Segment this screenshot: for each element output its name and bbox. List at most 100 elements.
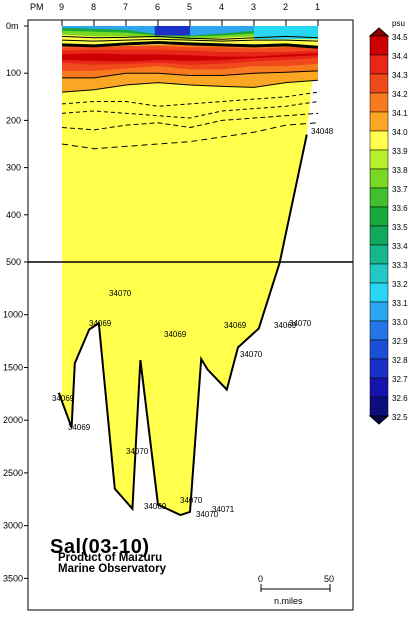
colorbar-swatch [369,320,389,341]
colorbar-swatch [369,130,389,151]
colorbar-swatch [369,35,389,56]
contour-line [61,101,319,119]
colorbar-label: 33.6 [392,204,408,213]
colorbar-label: 34.4 [392,52,408,61]
credit-line-1: Product of Maizuru [58,552,163,564]
station-label: 1 [315,2,320,12]
colorbar-label: 34.3 [392,71,408,80]
scale-bar-end: 50 [324,574,334,584]
depth-label: 1000 [3,310,23,320]
colorbar-swatch [369,396,389,417]
colorbar-unit: psu [392,19,405,28]
salinity-section [58,26,319,516]
colorbar-bottom-arrow [368,415,390,425]
depth-label: 2500 [3,468,23,478]
value-label: 34069 [164,330,187,339]
value-label: 34069 [224,321,247,330]
station-axis: 9 8 7 6 5 4 3 2 1 [59,2,320,26]
value-label: 34070 [240,350,263,359]
depth-label: 400 [6,210,21,220]
colorbar-swatch [369,282,389,303]
colorbar-label: 34.1 [392,109,408,118]
value-label: 34071 [212,505,235,514]
colorbar-swatch [369,168,389,189]
depth-label: 2000 [3,415,23,425]
colorbar-swatch [369,225,389,246]
value-label: 34069 [68,423,91,432]
chart-credit: Product of Maizuru Marine Observatory [58,552,258,575]
colorbar-top-arrow [368,27,390,37]
colorbar-label: 34.2 [392,90,408,99]
colorbar-label: 32.6 [392,394,408,403]
station-label: 3 [251,2,256,12]
colorbar-swatch [369,92,389,113]
colorbar-label: 32.9 [392,337,408,346]
depth-label: 3500 [3,573,23,583]
contour-line [62,70,319,79]
colorbar-label: 32.8 [392,356,408,365]
top-left-label: PM [30,2,44,12]
value-label: 34070 [289,319,312,328]
colorbar-label: 33.3 [392,261,408,270]
colorbar-label: 33.2 [392,280,408,289]
chart-title: Sal(03-10) [50,536,150,558]
colorbar-label: 33.7 [392,185,408,194]
colorbar-label: 32.7 [392,375,408,384]
contour-line [61,79,319,93]
depth-label: 300 [6,163,21,173]
depth-label: 0m [6,21,19,31]
colorbar-label: 34.0 [392,128,408,137]
station-label: 2 [283,2,288,12]
colorbar-swatch [369,206,389,227]
value-label: 34070 [196,510,219,519]
surface-cyan-patch [254,26,318,40]
station-label: 5 [187,2,192,12]
credit-line-2: Marine Observatory [58,563,167,575]
colorbar-swatch [369,149,389,170]
colorbar-label: 33.8 [392,166,408,175]
value-label: 34069 [89,319,112,328]
colorbar-swatch [369,339,389,360]
colorbar-swatch [369,187,389,208]
colorbar-swatch [369,73,389,94]
colorbar-swatch [369,111,389,132]
water-column-fill [58,26,319,516]
contour-line [61,122,319,150]
depth-label: 500 [6,257,21,267]
contour-line [61,38,319,42]
scale-bar-start: 0 [258,574,263,584]
colorbar-label: 33.4 [392,242,408,251]
contour-line [61,41,319,49]
salinity-band-34.4 [62,53,318,62]
surface-blue-patch [154,26,190,36]
colorbar-label: 33.0 [392,318,408,327]
value-label: 34070 [109,289,132,298]
sea-bottom-profile [57,134,308,517]
depth-label: 1500 [3,362,23,372]
colorbar-label: 33.9 [392,147,408,156]
station-label: 7 [123,2,128,12]
colorbar-swatch [369,377,389,398]
depth-axis: 0m 100 200 300 400 500 1000 1500 2000 2500 3000 350… [3,21,28,583]
contour-line [61,91,319,107]
colorbar: 34.5 34.4 34.3 34.2 34.1 34.0 33.9 33.8 33.7 33.6… [368,19,408,425]
station-label: 6 [155,2,160,12]
colorbar-swatch [369,263,389,284]
distance-scale-bar: 0 50 n.miles [258,574,334,606]
colorbar-label: 32.5 [392,413,408,422]
value-label: 34069 [52,394,75,403]
colorbar-swatch [369,54,389,75]
colorbar-swatch [369,244,389,265]
value-label: 34069 [274,321,297,330]
station-label: 9 [59,2,64,12]
colorbar-swatch [369,358,389,379]
colorbar-label: 34.5 [392,33,408,42]
contour-line [61,35,319,40]
value-label: 34048 [311,127,334,136]
colorbar-label: 33.5 [392,223,408,232]
depth-label: 100 [6,68,21,78]
station-label: 4 [219,2,224,12]
contour-line [61,112,319,131]
